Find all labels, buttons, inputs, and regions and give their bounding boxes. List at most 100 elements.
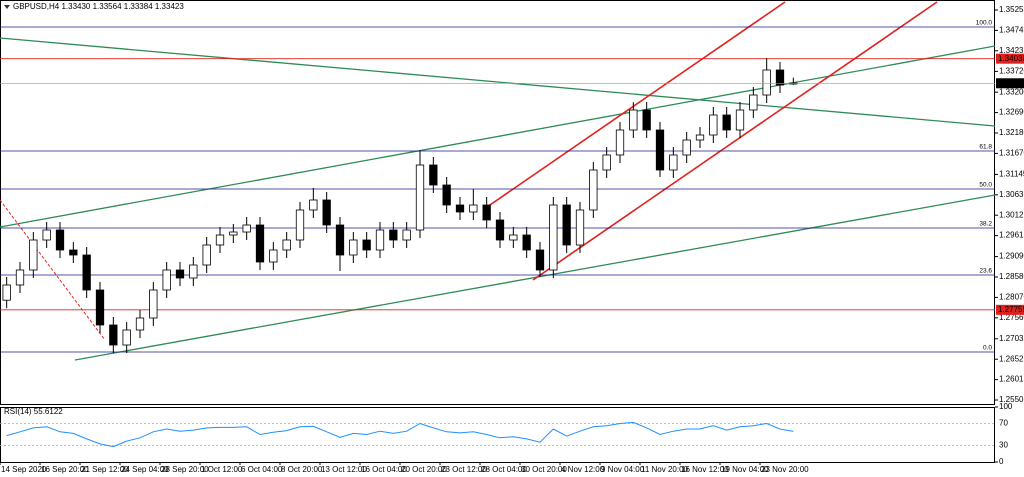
candle-body <box>589 169 598 211</box>
x-tick-label: 16 Nov 12:00 <box>681 465 729 474</box>
y-tick-label: 1.26525 <box>999 354 1024 363</box>
price-badge <box>996 304 1024 315</box>
trendline <box>74 194 995 361</box>
rsi-title: RSI(14) 55.6122 <box>4 407 63 416</box>
x-tick-label: 24 Sep 04:00 <box>121 465 169 474</box>
candle-body <box>349 239 358 256</box>
y-tick-label: 1.28580 <box>999 272 1024 281</box>
dotted-line <box>0 199 106 341</box>
candle-body <box>575 209 585 246</box>
candle-body <box>495 219 505 241</box>
x-tick-label: 23 Nov 20:00 <box>761 465 809 474</box>
y-tick-label: 1.31670 <box>999 149 1024 158</box>
y-tick-label: 1.33200 <box>999 87 1024 96</box>
y-tick-label: 1.34235 <box>999 46 1024 55</box>
channel-line <box>532 1 938 281</box>
candle-body <box>55 229 65 251</box>
y-tick-label: 1.32690 <box>999 108 1024 117</box>
candle-body <box>15 269 25 286</box>
y-tick-label: 1.29090 <box>999 252 1024 261</box>
channel-line <box>486 1 786 208</box>
rsi-value: 55.6122 <box>34 407 63 416</box>
candle-body <box>149 289 158 319</box>
x-tick-label: 20 Oct 20:00 <box>401 465 447 474</box>
candle-body <box>442 184 451 206</box>
x-tick-label: 14 Sep 2020 <box>1 465 47 474</box>
y-tick-label: 1.26015 <box>999 375 1024 384</box>
candle-body <box>229 231 238 236</box>
rsi-line <box>6 421 794 448</box>
x-tick-label: 6 Oct 04:00 <box>241 465 283 474</box>
candle-body <box>162 269 171 291</box>
candle-body <box>322 199 331 226</box>
candle-body <box>549 204 558 271</box>
trendlines <box>0 1 995 361</box>
x-tick-label: 13 Oct 12:00 <box>321 465 367 474</box>
y-tick-label: 1.30125 <box>999 210 1024 219</box>
candle-body <box>629 109 638 131</box>
candle-body <box>309 199 318 211</box>
rsi-tick-label: 30 <box>999 441 1008 450</box>
candle-body <box>69 249 78 256</box>
candle-body <box>669 154 678 171</box>
candle-body <box>109 324 118 346</box>
candle-body <box>429 164 438 186</box>
fibo-label: 23.6 <box>979 268 992 275</box>
candle-body <box>135 317 145 331</box>
y-tick-label: 1.29615 <box>999 231 1024 240</box>
candle-body <box>215 234 225 246</box>
x-tick-label: 30 Oct 20:00 <box>521 465 567 474</box>
candle-body <box>455 204 465 213</box>
trendline <box>0 37 995 127</box>
x-tick-label: 16 Oct 04:00 <box>361 465 407 474</box>
rsi-panel <box>0 407 995 463</box>
chart-title: GBPUSD,H4 1.33430 1.33564 1.33384 1.3342… <box>13 2 184 11</box>
candle-body <box>42 229 51 241</box>
candle-body <box>602 154 611 171</box>
x-tick-label: 28 Sep 20:00 <box>161 465 209 474</box>
symbol-icon <box>4 5 10 9</box>
x-tick-label: 23 Oct 12:00 <box>441 465 487 474</box>
x-tick-label: 19 Nov 04:00 <box>721 465 769 474</box>
candle-body <box>202 244 211 266</box>
x-tick-label: 8 Oct 20:00 <box>281 465 323 474</box>
y-tick-label: 1.32180 <box>999 128 1024 137</box>
candle-body <box>522 234 531 251</box>
rsi-tick-label: 70 <box>999 419 1008 428</box>
candle-body <box>242 224 251 233</box>
candle-body <box>335 224 345 256</box>
candle-body <box>2 284 11 301</box>
candle-body <box>402 229 411 241</box>
fibo-label: 61.8 <box>979 144 992 151</box>
candle-body <box>269 249 278 263</box>
candle-body <box>122 329 131 346</box>
candle-body <box>722 114 731 131</box>
price-badge <box>996 53 1024 64</box>
candle-body <box>642 109 651 131</box>
y-tick-label: 1.28070 <box>999 293 1024 302</box>
candle-body <box>282 239 291 251</box>
rsi-tick-label: 100 <box>999 402 1013 411</box>
candle-body <box>375 229 385 251</box>
candle-body <box>775 69 785 86</box>
candle-body <box>482 204 491 221</box>
x-tick-label: 21 Sep 12:00 <box>81 465 129 474</box>
candle-body <box>95 289 105 326</box>
fibo-label: 0.0 <box>983 345 992 352</box>
fibo-label: 50.0 <box>979 182 992 189</box>
y-tick-label: 1.27035 <box>999 334 1024 343</box>
candle-body <box>255 224 265 263</box>
x-tick-label: 4 Nov 12:00 <box>561 465 605 474</box>
bid-badge-label: 1.33423 <box>998 78 1024 87</box>
bid-badge <box>996 78 1024 89</box>
candle-body <box>682 139 691 156</box>
candle-body <box>362 239 371 251</box>
y-tick-label: 1.27560 <box>999 313 1024 322</box>
candle-body <box>695 134 705 141</box>
x-tick-label: 11 Nov 20:00 <box>641 465 689 474</box>
candle-body <box>762 69 771 96</box>
candle-body <box>709 114 718 136</box>
y-tick-label: 1.31145 <box>999 170 1024 179</box>
candle-body <box>295 209 305 241</box>
